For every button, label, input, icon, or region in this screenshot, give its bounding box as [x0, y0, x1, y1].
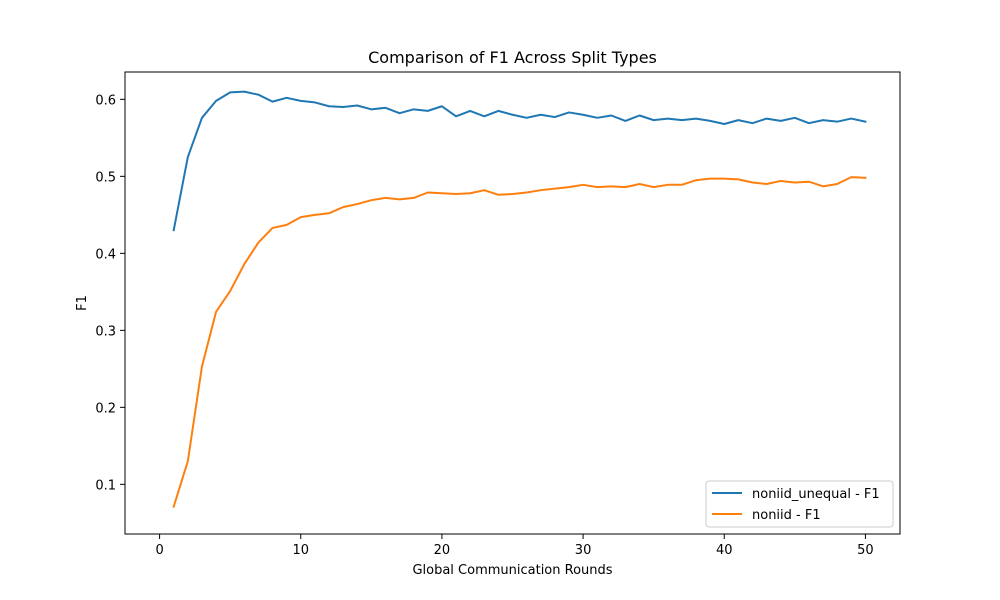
- legend-box: [705, 480, 894, 528]
- legend: noniid_unequal - F1 noniid - F1: [705, 480, 894, 528]
- x-axis-ticks: 0 10 20 30 40 50: [155, 534, 874, 558]
- y-axis-ticks: 0.1 0.2 0.3 0.4 0.5 0.6: [95, 93, 125, 493]
- y-axis-label: F1: [75, 295, 90, 311]
- y-tick-label: 0.5: [95, 170, 116, 185]
- plot-area: 0 10 20 30 40 50 0.1 0.2 0.3 0.4 0.5 0.6: [95, 71, 901, 558]
- x-tick-label: 0: [155, 543, 163, 558]
- x-tick-label: 20: [434, 543, 451, 558]
- legend-label-noniid-unequal: noniid_unequal - F1: [752, 487, 880, 502]
- y-tick-label: 0.4: [95, 247, 116, 262]
- chart-title: Comparison of F1 Across Split Types: [368, 48, 657, 67]
- series-line-noniid-unequal-f1: [172, 90, 867, 232]
- series-lines: [172, 90, 867, 508]
- y-tick-label: 0.6: [95, 93, 116, 108]
- y-tick-label: 0.2: [95, 401, 116, 416]
- x-tick-label: 50: [857, 543, 874, 558]
- x-axis-label: Global Communication Rounds: [412, 563, 612, 578]
- x-tick-label: 30: [575, 543, 592, 558]
- x-tick-label: 10: [292, 543, 309, 558]
- axes-frame: [124, 71, 901, 535]
- y-tick-label: 0.3: [95, 324, 116, 339]
- y-tick-label: 0.1: [95, 478, 116, 493]
- x-tick-label: 40: [716, 543, 733, 558]
- legend-label-noniid: noniid - F1: [752, 508, 821, 523]
- series-line-noniid-f1: [172, 176, 867, 508]
